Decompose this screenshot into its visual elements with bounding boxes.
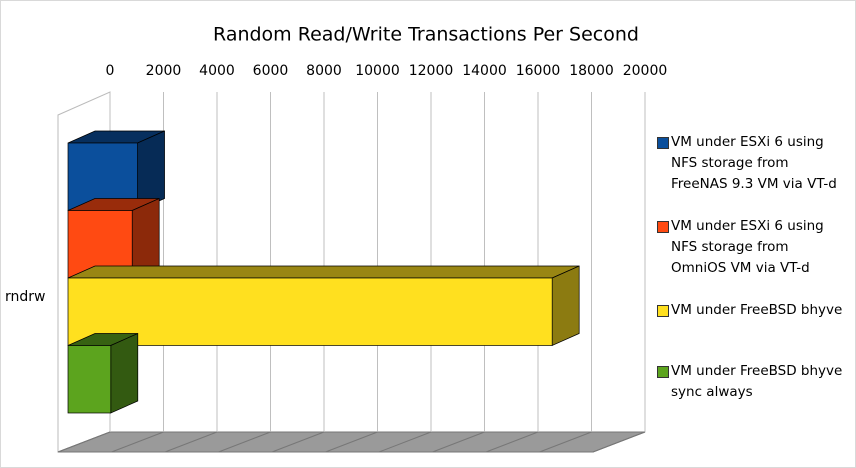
- bar: [67, 345, 112, 414]
- x-tick-label: 16000: [516, 63, 561, 79]
- legend-swatch: [657, 366, 669, 378]
- legend-swatch: [657, 305, 669, 317]
- x-tick-label: 6000: [253, 63, 289, 79]
- chart-title: Random Read/Write Transactions Per Secon…: [213, 24, 639, 46]
- floor-grid-line: [271, 431, 325, 453]
- y-tick-label: rndrw: [5, 289, 45, 305]
- x-tick-label: 12000: [409, 63, 454, 79]
- legend-item: VM under ESXi 6 using NFS storage from F…: [657, 132, 847, 195]
- legend-swatch: [657, 221, 669, 233]
- legend-label: VM under FreeBSD bhyve sync always: [671, 363, 843, 400]
- x-tick-label: 10000: [355, 63, 400, 79]
- x-tick-label: 0: [106, 63, 115, 79]
- floor-grid-line: [485, 431, 539, 453]
- legend-item: VM under FreeBSD bhyve sync always: [657, 361, 847, 403]
- legend-label: VM under ESXi 6 using NFS storage from O…: [671, 218, 824, 276]
- floor-grid-line: [111, 431, 164, 453]
- bar-side: [110, 332, 139, 414]
- legend-swatch: [657, 137, 669, 149]
- x-tick-label: 18000: [569, 63, 614, 79]
- floor-grid-line: [378, 431, 432, 453]
- floor-grid-line: [539, 431, 592, 453]
- legend-item: VM under ESXi 6 using NFS storage from O…: [657, 216, 847, 279]
- floor-grid-line: [325, 431, 378, 453]
- floor-grid-line: [164, 431, 218, 453]
- floor-grid-line: [218, 431, 271, 453]
- legend-item: VM under FreeBSD bhyve: [657, 300, 847, 321]
- legend-label: VM under ESXi 6 using NFS storage from F…: [671, 134, 837, 192]
- x-tick-label: 4000: [199, 63, 235, 79]
- x-tick-label: 2000: [146, 63, 182, 79]
- floor-grid-line: [57, 431, 111, 453]
- floor-grid-line: [432, 431, 485, 453]
- bar-top: [67, 265, 580, 279]
- bar-side: [551, 265, 580, 347]
- x-tick-label: 14000: [462, 63, 507, 79]
- x-tick-label: 20000: [623, 63, 668, 79]
- bar: [67, 277, 553, 346]
- x-tick-label: 8000: [306, 63, 342, 79]
- legend-label: VM under FreeBSD bhyve: [671, 302, 843, 318]
- floor-grid-line: [592, 431, 646, 453]
